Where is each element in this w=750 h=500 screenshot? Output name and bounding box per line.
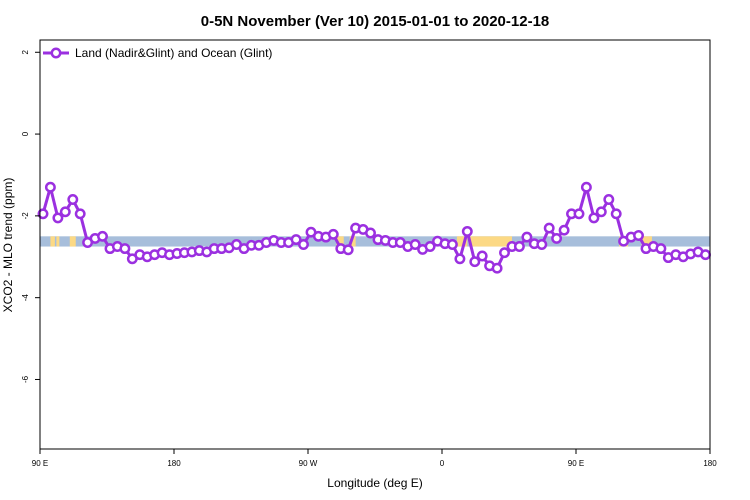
data-point	[290, 234, 302, 246]
x-axis-label: Longitude (deg E)	[327, 476, 422, 490]
data-point	[327, 228, 339, 240]
data-point	[513, 241, 525, 252]
data-point	[52, 212, 64, 224]
x-tick-label: 180	[167, 459, 181, 468]
x-axis: 90 E 180 90 W 0 90 E 180	[32, 449, 717, 468]
y-axis: 2 0 -2 -4 -6	[21, 49, 40, 383]
data-point	[558, 224, 570, 236]
data-point	[491, 262, 503, 274]
data-point	[446, 239, 458, 250]
x-tick-label: 0	[440, 459, 445, 468]
data-point	[499, 247, 510, 259]
series-layer	[37, 181, 711, 274]
data-point	[536, 239, 548, 250]
data-point	[588, 212, 600, 224]
y-tick-label: 2	[21, 49, 30, 54]
band-highlight-5	[456, 236, 468, 247]
data-point	[633, 230, 644, 241]
data-point	[97, 230, 108, 242]
data-point	[700, 249, 711, 261]
y-axis-label: XCO2 - MLO trend (ppm)	[1, 178, 15, 313]
data-point	[655, 243, 667, 255]
data-point	[469, 256, 481, 268]
y-tick-label: -6	[21, 375, 30, 383]
data-point	[454, 253, 466, 265]
data-point	[67, 194, 79, 205]
band-highlight-4	[349, 236, 356, 247]
band-highlight-9	[641, 236, 652, 247]
data-point	[74, 208, 86, 220]
data-point	[580, 181, 592, 193]
data-point	[461, 225, 473, 237]
data-point	[59, 206, 71, 218]
plot-frame	[39, 39, 711, 450]
data-point	[409, 239, 421, 250]
y-tick-label: 0	[21, 131, 30, 136]
chart-title: 0-5N November (Ver 10) 2015-01-01 to 202…	[201, 13, 550, 30]
band-highlight-2	[69, 236, 76, 247]
data-point	[476, 250, 488, 262]
legend: Land (Nadir&Glint) and Ocean (Glint)	[43, 46, 272, 60]
data-point	[424, 241, 436, 252]
x-tick-label: 90 E	[568, 459, 584, 468]
legend-marker-swatch	[50, 47, 62, 59]
data-point	[37, 208, 49, 220]
band-highlight-6	[470, 236, 512, 247]
band-highlight-0	[50, 236, 55, 247]
y-tick-label: -2	[21, 212, 30, 220]
data-point	[521, 231, 533, 243]
y-tick-label: -4	[21, 294, 30, 302]
data-point	[298, 239, 309, 250]
legend-label: Land (Nadir&Glint) and Ocean (Glint)	[75, 46, 272, 60]
band-highlight-3	[336, 236, 344, 247]
x-tick-label: 180	[703, 459, 717, 468]
data-point	[551, 232, 563, 244]
x-tick-label: 90 E	[32, 459, 48, 468]
data-point	[603, 194, 615, 205]
data-point	[595, 206, 607, 218]
data-point	[543, 222, 555, 234]
data-point	[119, 243, 131, 255]
data-point	[44, 181, 56, 193]
band-highlight-1	[56, 236, 60, 247]
data-point	[610, 208, 622, 220]
data-point	[573, 208, 585, 220]
data-point	[365, 227, 376, 239]
x-tick-label: 90 W	[299, 459, 318, 468]
data-point	[342, 244, 354, 256]
